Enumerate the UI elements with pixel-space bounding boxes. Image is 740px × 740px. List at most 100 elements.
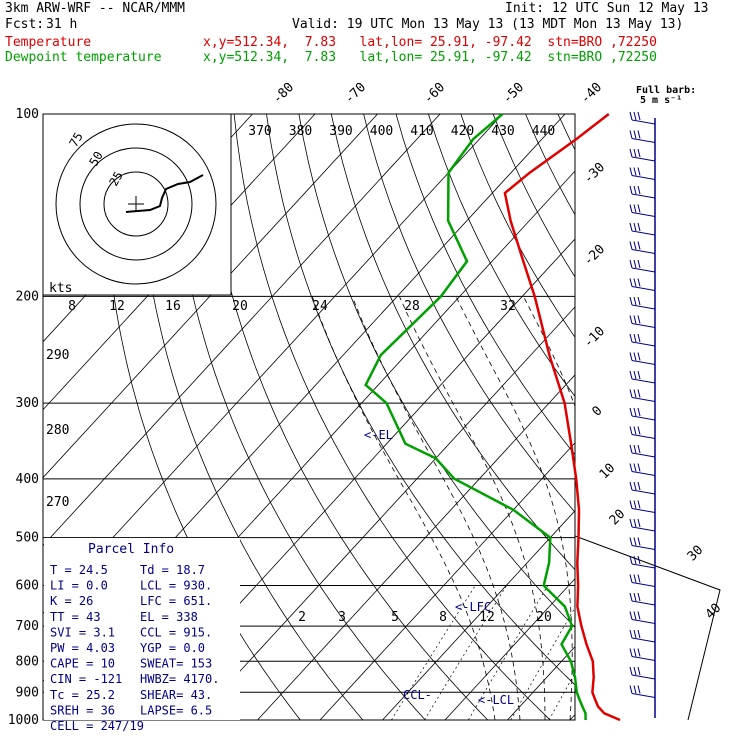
pressure-tick-label: 1000 bbox=[8, 713, 39, 728]
wind-barb bbox=[631, 619, 656, 624]
wind-barb-flag bbox=[633, 685, 637, 694]
hodograph-axis-label: 16 bbox=[165, 299, 181, 314]
diagram-edge bbox=[574, 535, 721, 721]
wind-barb bbox=[631, 545, 656, 550]
mixing-ratio-label: 20 bbox=[536, 610, 552, 625]
wind-barb-flag bbox=[637, 685, 641, 694]
pressure-tick-label: 700 bbox=[16, 619, 39, 634]
wind-barb-flag bbox=[633, 130, 637, 139]
isotherm-line bbox=[507, 646, 575, 720]
wind-barb-flag bbox=[637, 204, 641, 213]
isotherm-line bbox=[382, 510, 575, 720]
wind-barb-flag bbox=[629, 407, 633, 417]
parcel-info-title: Parcel Info bbox=[88, 542, 174, 557]
wind-barb-flag bbox=[633, 111, 637, 121]
hodograph-ring bbox=[103, 171, 169, 237]
wind-barb-flag bbox=[637, 296, 641, 306]
wind-barb-flag bbox=[629, 463, 633, 472]
dry-adiabat-line bbox=[266, 114, 575, 686]
wind-barb-flag bbox=[637, 481, 641, 491]
wind-barb-flag bbox=[637, 259, 641, 269]
wind-barb-flag bbox=[629, 185, 633, 195]
isotherm-line bbox=[43, 114, 441, 547]
mixing-ratio-label: 3 bbox=[338, 610, 346, 625]
wind-barb bbox=[631, 304, 656, 310]
wind-barb-flag bbox=[637, 130, 641, 139]
pressure-tick-label: 500 bbox=[16, 531, 39, 546]
wind-barb-flag bbox=[629, 352, 633, 361]
mixing-ratio-label: 2 bbox=[298, 610, 306, 625]
theta-label: 430 bbox=[491, 124, 514, 139]
hodograph-trace bbox=[125, 174, 204, 213]
wind-barb-title: Full barb: bbox=[636, 85, 696, 96]
wind-barb-flag bbox=[629, 241, 633, 250]
wind-barb-flag bbox=[637, 407, 641, 417]
wind-barb-flag bbox=[633, 241, 637, 250]
wind-barb-flag bbox=[633, 666, 637, 676]
isotherm-line bbox=[257, 374, 575, 720]
wind-barb-flag bbox=[637, 241, 641, 250]
wind-barb-flag bbox=[629, 444, 633, 454]
parcel-row-left: SREH = 36 bbox=[50, 703, 115, 717]
wind-barb-flag bbox=[633, 167, 637, 176]
hodograph-ring-label: 75 bbox=[66, 130, 85, 150]
wind-barb-flag bbox=[629, 518, 633, 528]
parcel-row-right: SWEAT= 153 bbox=[140, 657, 212, 671]
isotherm-label: -80 bbox=[270, 80, 297, 107]
mixing-ratio-label: 12 bbox=[479, 610, 495, 625]
mixing-ratio-line bbox=[424, 585, 507, 720]
wind-barb-flag bbox=[629, 148, 633, 158]
wind-barb-flag bbox=[637, 444, 641, 454]
dry-adiabat-line bbox=[169, 114, 426, 720]
dry-adiabat-line bbox=[136, 114, 364, 720]
parcel-row-left: CAPE = 10 bbox=[50, 657, 115, 671]
wind-barb-flag bbox=[629, 315, 633, 324]
isotherm-label: -60 bbox=[421, 80, 448, 107]
wind-barb bbox=[631, 693, 656, 698]
wind-barb-flag bbox=[633, 629, 637, 639]
hodograph-ring-label: 25 bbox=[106, 169, 125, 189]
wind-barb-flag bbox=[637, 370, 641, 380]
wind-barb-flag bbox=[633, 352, 637, 361]
parcel-row-left: K = 26 bbox=[50, 594, 93, 608]
wind-barb-flag bbox=[637, 111, 641, 121]
wind-barb-flag bbox=[637, 167, 641, 176]
parcel-info-box bbox=[44, 538, 240, 720]
wind-barb-flag bbox=[637, 611, 641, 620]
temperature-legend: Temperature bbox=[5, 35, 92, 50]
isotherm-label: -10 bbox=[581, 324, 608, 351]
fcst-label: Fcst: bbox=[5, 17, 45, 32]
fcst-value: 31 h bbox=[46, 17, 78, 32]
wind-barb bbox=[631, 249, 656, 254]
wind-barb-flag bbox=[637, 148, 641, 158]
isotherm-label: 0 bbox=[589, 403, 605, 419]
parcel-row-left: CIN = -121 bbox=[50, 672, 122, 686]
theta-side-label: 280 bbox=[46, 423, 69, 438]
isotherm-label: -30 bbox=[581, 160, 608, 187]
dewpoint-profile bbox=[364, 113, 587, 721]
pressure-tick-label: 800 bbox=[16, 654, 39, 669]
wind-barb-flag bbox=[633, 315, 637, 324]
theta-label: 400 bbox=[370, 124, 393, 139]
wind-barb bbox=[631, 600, 656, 606]
wind-barb-flag bbox=[637, 648, 641, 657]
wind-barb-flag bbox=[629, 333, 633, 343]
hodograph-axis-label: 24 bbox=[312, 299, 328, 314]
wind-barb bbox=[631, 434, 656, 439]
level-annotation: <-EL bbox=[364, 428, 393, 442]
dewpoint-info: x,y=512.34, 7.83 lat,lon= 25.91, -97.42 … bbox=[203, 50, 657, 65]
dry-adiabat-line bbox=[428, 114, 575, 397]
wind-barb-flag bbox=[633, 648, 637, 657]
wind-barb-flag bbox=[633, 555, 637, 565]
hodograph-axis-label: 20 bbox=[232, 299, 248, 314]
theta-label: 370 bbox=[248, 124, 271, 139]
parcel-row-left: LI = 0.0 bbox=[50, 579, 108, 593]
wind-barb-flag bbox=[633, 518, 637, 528]
temperature-info: x,y=512.34, 7.83 lat,lon= 25.91, -97.42 … bbox=[203, 35, 657, 50]
isotherm-label: 30 bbox=[685, 543, 707, 565]
wind-barb bbox=[631, 563, 656, 569]
wind-barb bbox=[631, 286, 656, 291]
pressure-tick-label: 100 bbox=[16, 107, 39, 122]
wind-barb bbox=[631, 193, 656, 199]
mixing-ratio-line bbox=[510, 606, 575, 720]
